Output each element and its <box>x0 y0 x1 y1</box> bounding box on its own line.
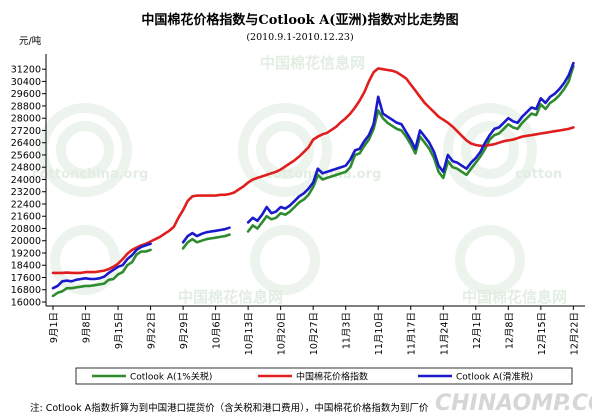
footnote: 注: Cotlook A指数折算为到中国港口提货价（含关税和港口费用），中国棉花… <box>30 402 429 414</box>
x-tick-label: 12月22日 <box>569 312 580 355</box>
legend: Cotlook A(1%关税) 中国棉花价格指数 Cotlook A(滑准税) <box>75 367 573 385</box>
x-tick-label: 9月8日 <box>82 312 93 343</box>
x-tick-label: 11月10日 <box>374 312 385 355</box>
legend-label-2: Cotlook A(滑准税) <box>456 371 533 383</box>
y-tick-label: 21600 <box>11 212 41 223</box>
x-tick-label: 10月20日 <box>277 312 288 355</box>
watermark-swirl-8 <box>455 225 525 295</box>
series-line-2-segment-1 <box>181 226 231 244</box>
x-tick-label: 9月29日 <box>179 312 190 349</box>
watermark-swirl-6 <box>50 225 120 295</box>
watermark-text-1: cottonchina.org <box>32 167 148 182</box>
y-tick-label: 20800 <box>11 224 41 235</box>
chart-subtitle: (2010.9.1-2010.12.23) <box>246 32 353 43</box>
series-line-1-segment-0 <box>51 67 575 275</box>
x-tick-label: 12月1日 <box>472 312 483 349</box>
y-tick-label: 22400 <box>11 199 41 210</box>
y-tick-label: 16800 <box>11 285 41 296</box>
watermark-swirl-0 <box>38 103 132 197</box>
watermark-text-4: 中国棉花信息网 <box>178 288 283 306</box>
watermark-text-0: 中国棉花信息网 <box>260 54 365 72</box>
watermark-text-2: cottonchina.org <box>265 167 381 182</box>
legend-label-1: 中国棉花价格指数 <box>296 371 368 383</box>
y-tick-label: 28000 <box>11 114 41 125</box>
watermark-text-5: 中国棉花信息网 <box>462 288 567 306</box>
x-tick-label: 9月1日 <box>49 312 60 343</box>
x-tick-label: 12月15日 <box>537 312 548 355</box>
series-2 <box>51 61 575 290</box>
series-line-0-segment-0 <box>51 248 152 298</box>
x-tick-label: 10月13日 <box>244 312 255 355</box>
y-tick-label: 18400 <box>11 261 41 272</box>
series-line-0-segment-1 <box>181 233 231 250</box>
series-line-0-segment-2 <box>246 64 575 233</box>
y-tick-label: 20000 <box>11 236 41 247</box>
watermark-swirl-2 <box>238 103 332 197</box>
x-tick-label: 9月22日 <box>147 312 158 349</box>
watermark-swirls <box>38 103 537 295</box>
series-line-2-segment-0 <box>51 242 152 290</box>
y-tick-label: 31200 <box>11 65 41 76</box>
x-tick-label: 11月24日 <box>439 312 450 355</box>
y-tick-label: 24800 <box>11 163 41 174</box>
series-0 <box>51 64 575 298</box>
legend-label-0: Cotlook A(1%关税) <box>130 371 212 383</box>
x-tick-label: 11月3日 <box>342 312 353 349</box>
x-tick-label: 10月6日 <box>212 312 223 349</box>
y-tick-label: 28800 <box>11 101 41 112</box>
x-tick-label: 9月15日 <box>114 312 125 349</box>
watermark-group: 中国棉花信息网 cottonchina.org cottonchina.org cot… <box>32 54 567 306</box>
y-tick-label: 24000 <box>11 175 41 186</box>
y-tick-label: 29600 <box>11 89 41 100</box>
legend-box <box>75 367 573 385</box>
y-tick-label: 25600 <box>11 150 41 161</box>
y-tick-label: 19200 <box>11 248 41 259</box>
series-1 <box>51 67 575 275</box>
watermark-text-3: cotton <box>515 167 562 182</box>
y-tick-label: 26400 <box>11 138 41 149</box>
y-tick-label: 23200 <box>11 187 41 198</box>
x-tick-label: 10月27日 <box>309 312 320 355</box>
chart-title: 中国棉花价格指数与Cotlook A(亚洲)指数对比走势图 <box>141 12 458 28</box>
watermark-swirl-5 <box>461 121 519 179</box>
y-tick-label: 30400 <box>11 77 41 88</box>
watermark-swirl-1 <box>56 121 114 179</box>
watermark-swirl-3 <box>256 121 314 179</box>
x-axis-ticks: 9月1日 9月8日 9月15日 9月22日 9月29日 10月6日 10月13日 10月20日… <box>49 306 580 355</box>
y-axis-unit-label: 元/吨 <box>19 35 42 47</box>
watermark-swirl-4 <box>443 103 537 197</box>
y-tick-label: 16000 <box>11 298 41 309</box>
brand-watermark: CHINAOMP.COM <box>435 391 592 416</box>
watermark-swirl-7 <box>250 225 320 295</box>
x-tick-label: 12月8日 <box>504 312 515 349</box>
series-layer <box>51 61 575 298</box>
y-tick-label: 17600 <box>11 273 41 284</box>
x-tick-label: 11月17日 <box>407 312 418 355</box>
series-line-2-segment-2 <box>246 61 575 224</box>
y-tick-label: 27200 <box>11 126 41 137</box>
